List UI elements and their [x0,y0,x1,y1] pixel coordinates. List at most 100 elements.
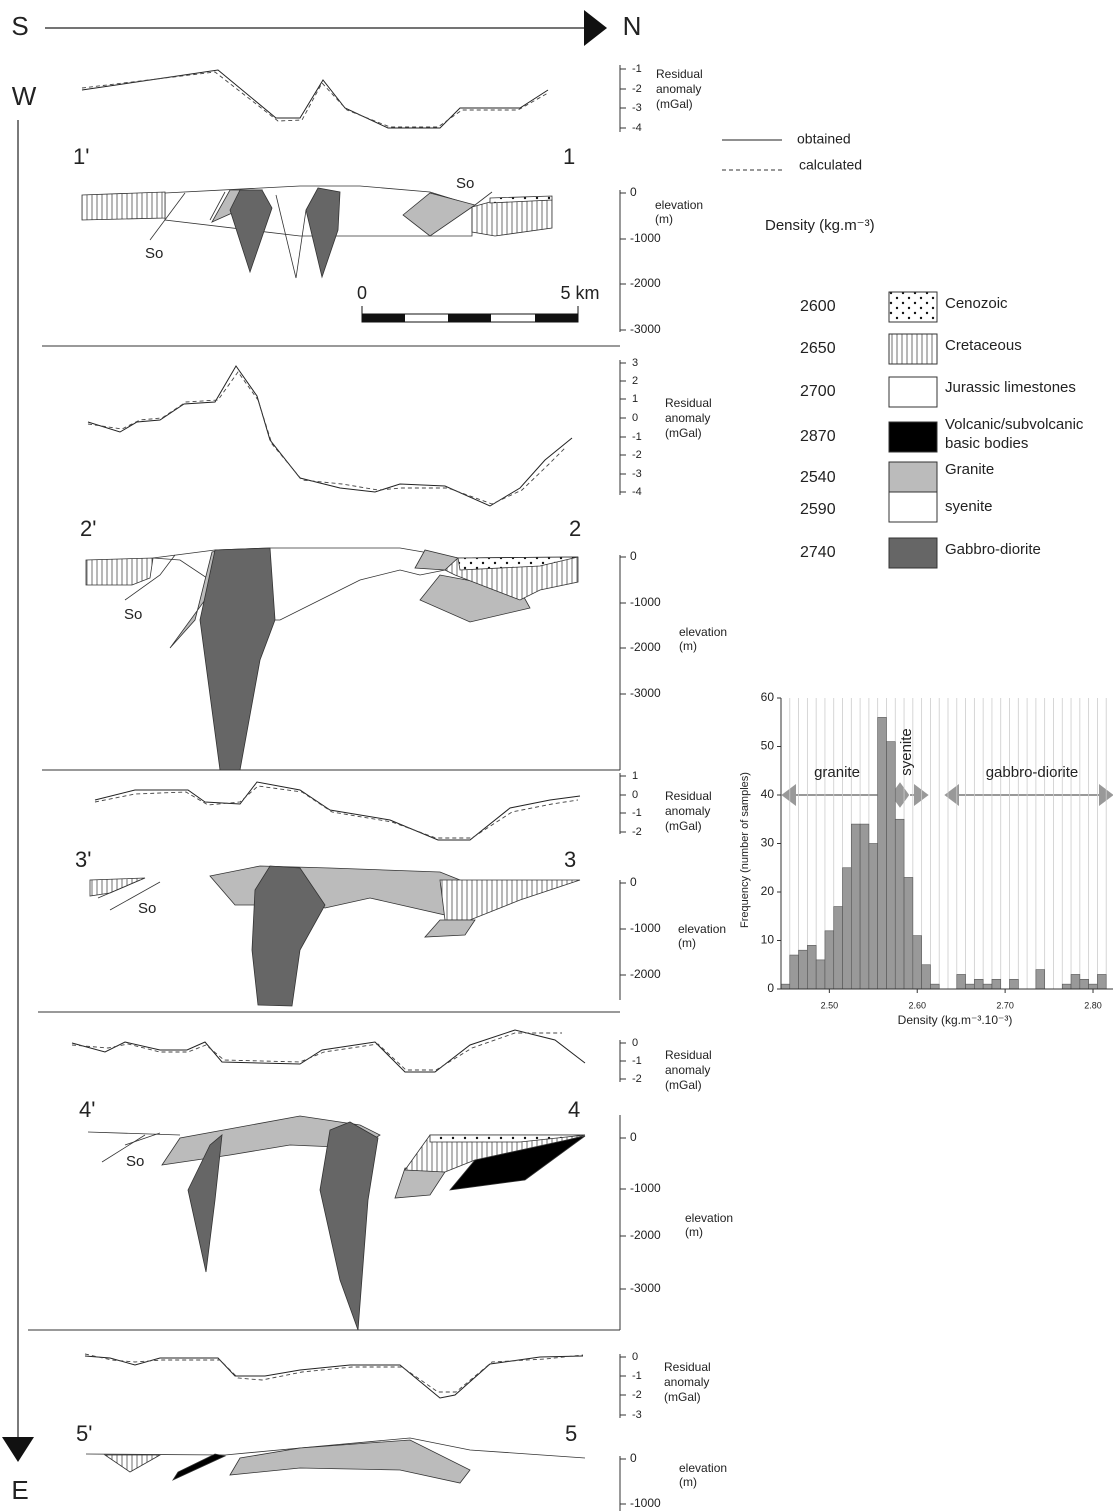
unit-density: 2600 [800,298,836,315]
unit-density: 2700 [800,383,836,400]
unit-name: Granite [945,461,994,478]
so-label: So [124,606,142,623]
unit-swatch [889,377,937,407]
elevation-tick-label: -3000 [630,686,661,700]
section-3 [90,782,580,1006]
anomaly-tick-label: -2 [632,83,642,95]
histogram-bar [983,984,992,989]
histogram-bar [895,819,904,989]
histogram-bar [799,950,808,989]
elevation-tick-label: -1000 [630,921,661,935]
histogram-bar [1036,970,1045,989]
anomaly-tick-label: 0 [632,1037,638,1049]
histogram-bar [922,965,931,989]
elevation-label: elevation [678,922,726,936]
y-tick-label: 40 [761,787,775,801]
anomaly-tick-label: -4 [632,122,642,134]
anomaly-tick-label: 2 [632,375,638,387]
anomaly-tick-label: -4 [632,486,642,498]
arrow-head [584,10,607,46]
direction-label: W [12,81,37,111]
histogram-bar [974,979,983,989]
legend-text: obtained [797,131,851,147]
unit-swatch [889,334,937,364]
anomaly-tick-label: -1 [632,431,642,443]
anomaly-label: (mGal) [665,819,702,833]
elevation-label: (m) [685,1225,703,1239]
elevation-tick-label: -3000 [630,322,661,336]
scale-bar [362,306,578,322]
elevation-tick-label: 0 [630,875,637,889]
x-tick-label: 2.60 [908,1000,926,1010]
anomaly-label: Residual [665,789,712,803]
elevation-tick-label: -1000 [630,231,661,245]
histogram-bar [816,960,825,989]
anomaly-tick-label: 0 [632,412,638,424]
legend-text: calculated [799,157,862,173]
anomaly-label: Residual [665,1048,712,1062]
section-frames [28,65,620,1511]
unit-density: 2870 [800,428,836,445]
anomaly-tick-label: -1 [632,1370,642,1382]
histogram-bar [860,824,869,989]
unit-swatch [889,492,937,522]
y-tick-label: 60 [761,690,775,704]
x-tick-label: 2.80 [1084,1000,1102,1010]
anomaly-label: (mGal) [656,97,693,111]
histogram-bar [913,936,922,989]
x-tick-label: 2.50 [821,1000,839,1010]
range-label: granite [814,764,860,781]
y-tick-label: 30 [761,836,775,850]
unit-swatch [889,292,937,322]
unit-name: Cenozoic [945,295,1008,312]
section-start: 1' [73,144,89,169]
section-end: 3 [564,847,576,872]
x-tick-label: 2.70 [996,1000,1014,1010]
unit-swatch [889,538,937,568]
anomaly-label: anomaly [665,1063,710,1077]
histogram-bar [992,979,1001,989]
anomaly-tick-label: 1 [632,770,638,782]
histogram-bar [878,717,887,989]
section-2 [86,366,578,770]
anomaly-tick-label: -1 [632,63,642,75]
elevation-tick-label: -3000 [630,1281,661,1295]
range-label: syenite [898,728,915,776]
so-label: So [145,245,163,262]
range-label: gabbro-diorite [986,764,1079,781]
elevation-tick-label: -2000 [630,276,661,290]
anomaly-label: Residual [664,1360,711,1374]
histogram-bar [869,844,878,990]
section-start: 2' [80,516,96,541]
scale-label: 0 [357,283,367,303]
histogram-bar [930,984,939,989]
section-start: 3' [75,847,91,872]
anomaly-label: anomaly [665,804,710,818]
unit-swatch [889,462,937,492]
elevation-tick-label: 0 [630,1451,637,1465]
section-5 [85,1354,585,1483]
anomaly-tick-label: -3 [632,468,642,480]
section-start: 5' [76,1421,92,1446]
figure: SNWEobtainedcalculatedDensity (kg.m⁻³)26… [0,0,1113,1511]
elevation-tick-label: 0 [630,1130,637,1144]
elevation-tick-label: -1000 [630,595,661,609]
anomaly-tick-label: 1 [632,393,638,405]
histogram-bar [957,974,966,989]
elevation-label: (m) [679,1475,697,1489]
unit-name: Volcanic/subvolcanic [945,416,1084,433]
elevation-label: (m) [655,212,673,226]
histogram-bar [851,824,860,989]
elevation-label: elevation [655,198,703,212]
elevation-label: elevation [679,1461,727,1475]
unit-density: 2740 [800,544,836,561]
histogram-bar [1080,979,1089,989]
anomaly-tick-label: 3 [632,357,638,369]
unit-name: basic bodies [945,435,1028,452]
legend-title: Density (kg.m⁻³) [765,217,875,234]
histogram-bar [843,868,852,989]
page: {"direction": {"top_start": "S", "top_en… [0,0,1113,1511]
histogram-bar [781,984,790,989]
histogram-bar [1062,984,1071,989]
anomaly-label: anomaly [664,1375,709,1389]
